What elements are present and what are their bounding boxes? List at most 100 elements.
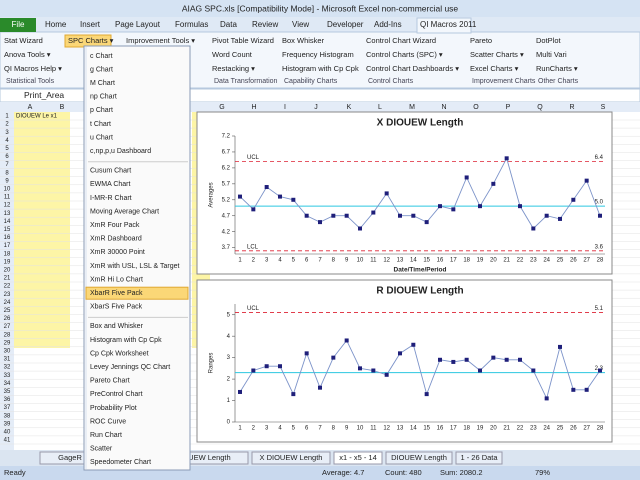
ribbon-button[interactable]: SPC Charts ▾	[68, 36, 114, 45]
ribbon-button[interactable]: Control Chart Dashboards ▾	[366, 64, 459, 73]
ribbon-button[interactable]: Box Whisker	[282, 36, 325, 45]
sheet-tab[interactable]	[333, 451, 383, 465]
menu-item[interactable]: Levey Jennings QC Chart	[90, 364, 170, 371]
menu-item[interactable]: Moving Average Chart	[90, 208, 159, 215]
menu-item[interactable]: Pareto Chart	[90, 378, 130, 385]
menu-item[interactable]: c,np,p,u Dashboard	[90, 148, 151, 155]
data-point	[558, 344, 562, 349]
row-number: 3	[5, 130, 9, 136]
ribbon-button[interactable]: RunCharts ▾	[536, 64, 578, 73]
menu-item[interactable]: XbarS Five Pack	[90, 304, 143, 311]
ribbon-tab[interactable]: File	[12, 20, 25, 29]
cell-a1[interactable]: DIOUEW Le x1	[16, 114, 58, 120]
active-tab[interactable]	[416, 17, 472, 34]
ribbon-tab[interactable]: Add-Ins	[374, 20, 402, 29]
menu-item[interactable]: Speedometer Chart	[90, 459, 151, 466]
menu-item[interactable]: XmR Hi Lo Chart	[90, 276, 143, 283]
ribbon-button[interactable]: DotPlot	[536, 36, 562, 45]
ribbon-button[interactable]: Scatter Charts ▾	[470, 50, 524, 59]
ribbon-button[interactable]: Frequency Histogram	[282, 50, 354, 59]
control-limit-name: LCL	[247, 244, 259, 250]
row-number: 1	[5, 114, 9, 120]
menu-item-hover[interactable]	[85, 286, 189, 300]
menu-item[interactable]: p Chart	[90, 107, 113, 114]
ribbon-button[interactable]: Histogram with Cp Cpk	[282, 64, 359, 73]
data-point	[598, 213, 602, 218]
ribbon-button[interactable]: Anova Tools ▾	[4, 50, 51, 59]
menu-item[interactable]: Cp Cpk Worksheet	[90, 350, 149, 357]
ribbon-button[interactable]: Pivot Table Wizard	[212, 36, 274, 45]
menu-item[interactable]: XmR with USL, LSL & Target	[90, 263, 180, 270]
menu-item[interactable]: XmR 30000 Point	[90, 249, 145, 256]
data-point	[264, 364, 269, 369]
row-number: 38	[4, 413, 11, 419]
ribbon-button[interactable]: Improvement Tools ▾	[126, 36, 195, 45]
sheet-tab-label[interactable]: x1 - x5 - 14	[339, 453, 377, 462]
sheet-tab[interactable]	[251, 451, 331, 465]
menu-item[interactable]: Histogram with Cp Cpk	[90, 337, 162, 344]
ribbon-tab[interactable]: Review	[252, 20, 278, 29]
menu-item[interactable]: ROC Curve	[90, 418, 126, 425]
ribbon-tab[interactable]: Data	[220, 20, 237, 29]
x-tick-label: 7	[318, 426, 322, 432]
menu-item[interactable]: Scatter	[90, 446, 113, 453]
menu-item[interactable]: XmR Dashboard	[90, 236, 142, 243]
data-point	[278, 364, 282, 369]
row-number: 41	[4, 438, 11, 444]
ribbon-tab[interactable]: Developer	[327, 20, 364, 29]
sheet-tab[interactable]	[455, 451, 503, 465]
ribbon-button[interactable]: QI Macros Help ▾	[4, 64, 62, 73]
column-letter: J	[314, 104, 318, 111]
ribbon-tab[interactable]: Page Layout	[115, 20, 161, 29]
menu-item[interactable]: c Chart	[90, 53, 113, 60]
sheet-tab-label[interactable]: X DIOUEW Length	[260, 453, 323, 462]
menu-item[interactable]: PreControl Chart	[90, 391, 143, 398]
x-tick-label: 15	[423, 426, 430, 432]
menu-item[interactable]: Cusum Chart	[90, 168, 131, 175]
ribbon-button[interactable]: Restacking ▾	[212, 64, 255, 73]
data-point	[264, 185, 269, 190]
sheet-tab-label[interactable]: GageR	[58, 453, 82, 462]
menu-item[interactable]: np Chart	[90, 94, 117, 101]
menu-item[interactable]: M Chart	[90, 80, 115, 87]
x-tick-label: 16	[437, 258, 444, 264]
ribbon-tab[interactable]: Insert	[80, 20, 101, 29]
column-letter: G	[219, 104, 224, 111]
sheet-tab-label[interactable]: DIOUEW Length	[391, 453, 447, 462]
name-box[interactable]: Print_Area	[24, 90, 64, 100]
y-tick-label: 2	[227, 377, 231, 383]
x-tick-label: 5	[292, 426, 296, 432]
ribbon-tab[interactable]: QI Macros 2011	[420, 20, 477, 29]
menu-item[interactable]: EWMA Chart	[90, 181, 131, 188]
menu-item[interactable]: Run Chart	[90, 432, 122, 439]
ribbon-button[interactable]: Multi Vari	[536, 50, 567, 59]
ribbon-tab[interactable]: Formulas	[175, 20, 208, 29]
ribbon-button[interactable]: Control Chart Wizard	[366, 36, 436, 45]
menu-item[interactable]: I-MR-R Chart	[90, 195, 132, 202]
data-point	[358, 226, 362, 231]
menu-item[interactable]: XmR Four Pack	[90, 222, 140, 229]
menu-item[interactable]: Probability Plot	[90, 405, 137, 412]
menu-item[interactable]: Box and Whisker	[90, 323, 144, 330]
ribbon-tab[interactable]: Home	[45, 20, 67, 29]
sheet-tab[interactable]	[385, 451, 453, 465]
x-tick-label: 13	[397, 426, 404, 432]
column-letter: K	[347, 104, 352, 111]
data-point	[584, 387, 589, 392]
ribbon-button[interactable]: Stat Wizard	[4, 36, 43, 45]
file-tab[interactable]	[0, 18, 36, 32]
ribbon-button[interactable]: Excel Charts ▾	[470, 64, 519, 73]
ribbon-button[interactable]: Word Count	[212, 50, 253, 59]
menu-item[interactable]: g Chart	[90, 66, 113, 73]
ribbon-tab[interactable]: View	[292, 20, 309, 29]
ribbon-button[interactable]: Control Charts (SPC) ▾	[366, 50, 443, 59]
data-line	[239, 157, 601, 230]
ribbon-button[interactable]: Pareto	[470, 36, 492, 45]
sheet-tab-label[interactable]: 1 - 26 Data	[460, 453, 498, 462]
menu-item[interactable]: u Chart	[90, 134, 113, 141]
column-header	[0, 102, 640, 112]
menu-item[interactable]: XbarR Five Pack	[90, 290, 143, 297]
data-point	[384, 372, 389, 377]
sheet-tab-label[interactable]: R DIOUEW Length	[167, 453, 230, 462]
menu-item[interactable]: t Chart	[90, 121, 111, 128]
